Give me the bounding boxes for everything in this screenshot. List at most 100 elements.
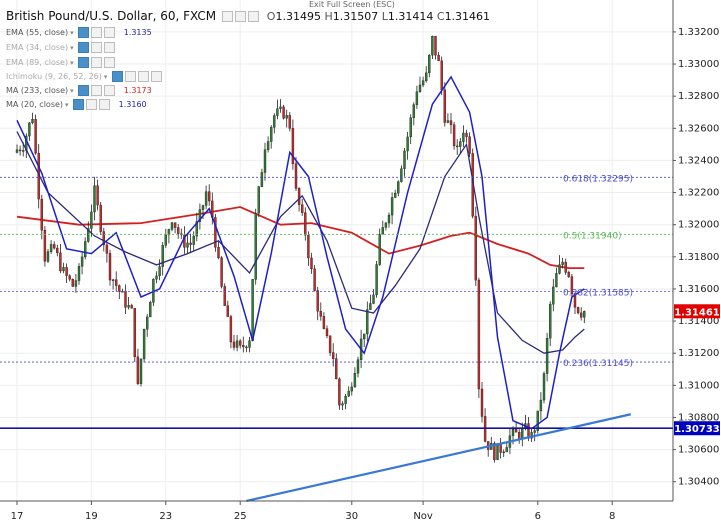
current-price-label-bg: [674, 304, 720, 319]
exit-fullscreen-button[interactable]: Exit Full Screen (ESC): [309, 0, 395, 9]
indicator-ema34[interactable]: EMA (34, close) ▾: [6, 42, 116, 53]
ohlc-values: O1.31495 H1.31507 L1.31414 C1.31461: [266, 10, 491, 23]
candle-body: [313, 268, 316, 291]
y-tick-label: 1.33000: [678, 59, 719, 70]
candle-body: [161, 245, 164, 267]
candle-body: [124, 291, 127, 308]
candle-body: [276, 108, 279, 116]
fib-label: 0.618(1.32295): [563, 174, 633, 184]
candle-body: [192, 235, 195, 245]
candle-body: [266, 141, 270, 150]
hide-icon[interactable]: [234, 11, 246, 22]
candle-body: [307, 234, 310, 259]
candle-body: [170, 222, 174, 230]
close-icon[interactable]: [137, 71, 149, 82]
settings-icon[interactable]: [124, 71, 136, 82]
settings-icon[interactable]: [91, 85, 103, 96]
candle-body: [136, 356, 140, 384]
chevron-down-icon[interactable]: ▾: [70, 44, 74, 52]
candle-body: [43, 229, 47, 262]
candle-body: [341, 403, 344, 406]
settings-icon[interactable]: [86, 99, 98, 110]
candle-body: [248, 340, 251, 348]
candle-body: [242, 345, 245, 348]
eye-icon[interactable]: [78, 27, 90, 38]
fib-label: 0.236(1.31145): [563, 359, 633, 369]
y-tick-label: 1.31400: [678, 316, 719, 327]
candle-body: [533, 430, 536, 433]
indicator-ma20[interactable]: MA (20, close) ▾ 1.3160: [6, 99, 147, 110]
candle-body: [363, 333, 366, 340]
fibonacci-levels[interactable]: 0.618(1.32295) 0.5(1.31940) 0.382(1.31585)…: [0, 174, 673, 369]
ema55-line: [16, 131, 585, 354]
settings-icon[interactable]: [91, 42, 103, 53]
candle-body: [480, 388, 484, 417]
eye-icon[interactable]: [73, 99, 85, 110]
candle-body: [167, 229, 171, 236]
candle-body: [254, 212, 257, 280]
candle-body: [332, 352, 335, 359]
settings-icon[interactable]: [91, 57, 103, 68]
trendline[interactable]: [246, 413, 632, 503]
indicator-ichimoku[interactable]: Ichimoku (9, 26, 52, 26) ▾: [6, 71, 162, 82]
y-tick-label: 1.30600: [678, 445, 719, 456]
candle-body: [549, 303, 552, 339]
eye-icon[interactable]: [78, 57, 90, 68]
candle-body: [77, 266, 81, 281]
more-icon[interactable]: [150, 71, 162, 82]
candle-body: [53, 244, 56, 249]
candle-body: [142, 329, 146, 360]
close-icon[interactable]: [99, 99, 111, 110]
fib-label: 0.5(1.31940): [563, 231, 622, 241]
y-tick-label: 1.32800: [678, 91, 719, 102]
indicator-ema89[interactable]: EMA (89, close) ▾: [6, 57, 116, 68]
settings-icon[interactable]: [91, 27, 103, 38]
candle-body: [567, 272, 570, 277]
candle-body: [90, 211, 93, 229]
candle-body: [139, 358, 143, 384]
candle-body: [502, 451, 505, 454]
candle-body: [412, 104, 415, 118]
close-icon[interactable]: [104, 85, 116, 96]
close-icon[interactable]: [104, 42, 116, 53]
chevron-down-icon[interactable]: ▾: [103, 73, 108, 81]
candle-body: [108, 253, 112, 281]
candle-body: [493, 442, 496, 460]
x-tick-label: 6: [535, 511, 541, 522]
candle-body: [474, 215, 477, 281]
eye-icon[interactable]: [78, 85, 90, 96]
candle-body: [521, 427, 524, 440]
candle-body: [400, 168, 403, 182]
x-tick-label: 19: [85, 511, 98, 522]
settings-icon[interactable]: [221, 11, 233, 22]
candle-body: [59, 252, 62, 272]
candle-body: [518, 432, 521, 440]
close-icon[interactable]: [104, 27, 116, 38]
candle-body: [477, 279, 481, 390]
close-icon[interactable]: [247, 11, 259, 22]
chevron-down-icon[interactable]: ▾: [70, 87, 74, 95]
chevron-down-icon[interactable]: ▾: [70, 59, 74, 67]
candle-body: [325, 328, 329, 337]
candle-body: [409, 117, 412, 138]
candle-body: [338, 378, 341, 406]
candle-body: [347, 390, 350, 397]
candle-body: [164, 234, 168, 246]
chevron-down-icon[interactable]: ▾: [70, 29, 74, 37]
candle-body: [114, 279, 118, 286]
indicator-ema55[interactable]: EMA (55, close) ▾ 1.3135: [6, 27, 152, 38]
chevron-down-icon[interactable]: ▾: [65, 101, 69, 109]
indicator-ma233[interactable]: MA (233, close) ▾ 1.3173: [6, 85, 152, 96]
candle-body: [22, 150, 25, 152]
close-icon[interactable]: [104, 57, 116, 68]
trendline-path[interactable]: [246, 413, 632, 503]
y-tick-label: 1.32000: [678, 220, 719, 231]
candle-body: [226, 305, 230, 317]
eye-icon[interactable]: [78, 42, 90, 53]
eye-icon[interactable]: [111, 71, 123, 82]
candle-body: [270, 127, 273, 142]
candle-body: [431, 36, 434, 56]
candle-body: [462, 132, 465, 142]
candle-body: [28, 122, 31, 137]
